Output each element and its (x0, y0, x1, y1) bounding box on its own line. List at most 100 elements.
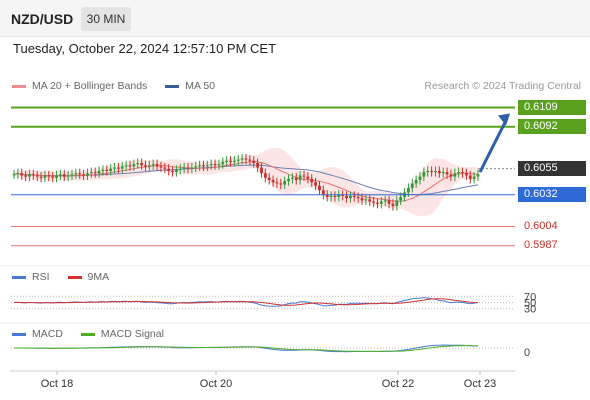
candle-body (414, 180, 418, 184)
candle-body (310, 178, 314, 183)
macd-legend-label: MACD (32, 328, 63, 340)
rsi-ma-line (13, 298, 479, 306)
x-tick-label: Oct 22 (382, 378, 414, 390)
candle-body (117, 167, 120, 169)
candle-body (182, 167, 186, 169)
candle-body (465, 173, 468, 176)
candle-body (291, 177, 294, 179)
candle-body (101, 169, 105, 171)
candle-body (194, 166, 198, 168)
candle-body (225, 160, 229, 162)
candle-body (186, 167, 190, 169)
pivot-level-label: 0.6032 (518, 187, 586, 203)
macd-swatch (12, 332, 26, 336)
macd-signal-line (14, 345, 479, 352)
candle-body (86, 173, 89, 176)
timeframe-button[interactable]: 30 MIN (81, 7, 131, 31)
candle-body (132, 164, 136, 167)
candle-body (93, 172, 97, 174)
candle-body (275, 182, 279, 184)
candle-body (39, 176, 43, 178)
candle-body (209, 164, 213, 166)
candle-body (140, 163, 143, 166)
candle-body (12, 174, 16, 176)
x-tick-label: Oct 20 (200, 378, 232, 390)
candle-body (24, 175, 27, 177)
rsi-ma-swatch (67, 275, 82, 279)
macd-signal-legend-label: MACD Signal (100, 328, 164, 340)
candle-body (364, 199, 368, 201)
credit-text: Research © 2024 Trading Central (424, 80, 581, 92)
candle-body (387, 200, 391, 204)
candle-body (376, 202, 379, 204)
candle-body (329, 195, 333, 197)
candle-body (263, 173, 267, 178)
candle-body (147, 165, 151, 167)
candle-body (321, 190, 325, 195)
candle-body (89, 172, 93, 174)
candle-body (221, 161, 225, 165)
candle-body (144, 165, 147, 167)
candle-body (399, 197, 403, 201)
symbol-label: NZD/USD (11, 11, 74, 27)
rsi-tick-label: 30 (524, 304, 536, 316)
candle-body (476, 174, 480, 177)
candle-body (47, 175, 51, 177)
candle-body (124, 165, 128, 167)
candle-body (190, 167, 194, 169)
candle-body (306, 176, 310, 179)
x-tick-label: Oct 23 (464, 378, 496, 390)
candle-body (437, 170, 441, 174)
rsi-ma-legend-label: 9MA (87, 271, 110, 283)
resistance-level-label: 0.6109 (518, 99, 586, 115)
rsi-tick-label: 50 (524, 298, 536, 310)
candle-body (391, 203, 395, 207)
candle-body (43, 175, 47, 178)
candle-body (372, 201, 375, 203)
rsi-swatch (12, 275, 26, 279)
price-legend: MA 20 + Bollinger Bands MA 50 (12, 80, 233, 92)
candle-body (314, 182, 317, 186)
candle-body (294, 177, 298, 180)
candle-body (51, 176, 55, 178)
candle-body (229, 160, 232, 162)
candle-body (287, 178, 290, 182)
candle-body (151, 164, 155, 166)
candle-body (175, 169, 178, 173)
candle-body (178, 168, 182, 170)
candle-body (445, 172, 449, 175)
candle-body (283, 181, 287, 185)
candle-body (35, 175, 39, 177)
candle-body (407, 187, 410, 193)
candle-body (155, 164, 159, 167)
candle-body (244, 158, 248, 160)
candle-body (279, 183, 283, 185)
candle-body (349, 195, 352, 199)
candle-body (55, 175, 58, 178)
candle-body (128, 165, 132, 167)
candle-body (202, 165, 205, 167)
macd-signal-swatch (80, 332, 95, 336)
candle-body (472, 176, 476, 179)
candle-body (120, 166, 124, 169)
candle-body (360, 198, 364, 201)
candle-body (74, 173, 78, 175)
candle-body (395, 200, 399, 207)
candle-body (461, 172, 464, 174)
candle-body (252, 160, 256, 163)
ma50-swatch (165, 84, 180, 88)
candle-body (453, 173, 457, 177)
candle-body (422, 172, 426, 177)
candle-body (418, 176, 422, 180)
timestamp: Tuesday, October 22, 2024 12:57:10 PM CE… (13, 41, 277, 56)
candle-body (78, 173, 82, 175)
rsi-legend: RSI 9MA (12, 271, 127, 283)
candle-body (379, 201, 383, 204)
candle-body (31, 174, 35, 176)
candle-body (434, 170, 437, 173)
projection-arrow-head (498, 113, 510, 126)
projection-arrow (478, 117, 509, 173)
candle-body (457, 172, 461, 174)
candle-body (345, 195, 348, 199)
